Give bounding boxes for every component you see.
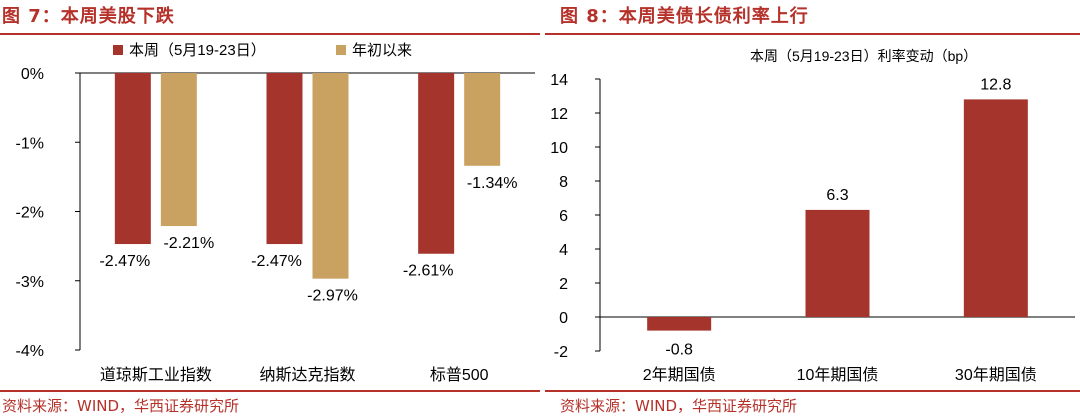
y-tick-label: -2% <box>16 205 44 222</box>
data-label: -2.97% <box>307 288 358 305</box>
right-title-rule <box>545 33 1080 35</box>
bar-rate-change <box>805 209 870 317</box>
data-label: -2.61% <box>403 263 454 280</box>
data-label: 6.3 <box>826 187 848 204</box>
y-tick-label: -4% <box>16 343 44 360</box>
y-tick-label: -3% <box>16 274 44 291</box>
data-label: -2.47% <box>251 253 302 270</box>
legend-swatch-2 <box>336 45 346 55</box>
bar-ytd <box>464 73 501 166</box>
legend-swatch-1 <box>113 45 123 55</box>
x-category-label: 10年期国债 <box>797 366 879 384</box>
left-source-rule <box>0 390 540 392</box>
bar-ytd <box>312 73 349 279</box>
data-label: -2.47% <box>99 253 150 270</box>
data-label: 12.8 <box>980 76 1011 93</box>
left-figure-panel: 图 7：本周美股下跌 本周（5月19-23日） 年初以来 0% -1% -2% -3% -4… <box>0 6 540 415</box>
right-figure-title: 图 8：本周美债长债利率上行 <box>560 6 809 27</box>
y-tick-label: -2 <box>554 344 568 361</box>
x-category-label: 纳斯达克指数 <box>259 366 355 384</box>
right-bar-chart: 本周（5月19-23日）利率变动（bp） 14 12 10 8 6 4 2 0 -2 -0.8 2年期… <box>550 48 1075 384</box>
x-category-label: 标普500 <box>430 366 489 384</box>
bar-rate-change <box>647 317 712 331</box>
x-category-label: 2年期国债 <box>643 366 716 384</box>
y-tick-label: 0 <box>559 310 568 327</box>
right-source-note: 资料来源：WIND，华西证券研究所 <box>560 397 798 415</box>
y-tick-label: 4 <box>559 242 568 259</box>
y-tick-label: 0% <box>21 66 44 83</box>
y-tick-label: 10 <box>550 140 568 157</box>
x-category-label: 道琼斯工业指数 <box>100 366 212 384</box>
data-label: -2.21% <box>163 235 214 252</box>
legend-label: 本周（5月19-23日）利率变动（bp） <box>750 48 977 64</box>
y-tick-label: 14 <box>550 72 568 89</box>
y-tick-label: 8 <box>559 174 568 191</box>
bar-ytd <box>160 73 197 227</box>
data-label: -0.8 <box>665 342 693 359</box>
legend-label-1: 本周（5月19-23日） <box>129 42 266 59</box>
y-tick-label: 2 <box>559 276 568 293</box>
right-figure-panel: 图 8：本周美债长债利率上行 本周（5月19-23日）利率变动（bp） 14 12 1… <box>545 0 1080 416</box>
bar-weekly <box>418 73 455 254</box>
right-source-rule <box>545 390 1080 392</box>
y-tick-label: 12 <box>550 106 568 123</box>
bar-weekly <box>114 73 151 245</box>
bar-rate-change <box>963 99 1028 318</box>
left-figure-title: 图 7：本周美股下跌 <box>2 6 175 27</box>
left-title-rule <box>0 33 540 35</box>
y-tick-label: 6 <box>559 208 568 225</box>
left-source-note: 资料来源：WIND，华西证券研究所 <box>2 397 240 415</box>
legend-label-2: 年初以来 <box>352 42 412 59</box>
x-category-label: 30年期国债 <box>955 366 1037 384</box>
data-label: -1.34% <box>467 175 518 192</box>
bar-weekly <box>266 73 303 245</box>
left-bar-chart: 本周（5月19-23日） 年初以来 0% -1% -2% -3% -4% -2.47% -2.2… <box>16 42 535 384</box>
y-tick-label: -1% <box>16 135 44 152</box>
